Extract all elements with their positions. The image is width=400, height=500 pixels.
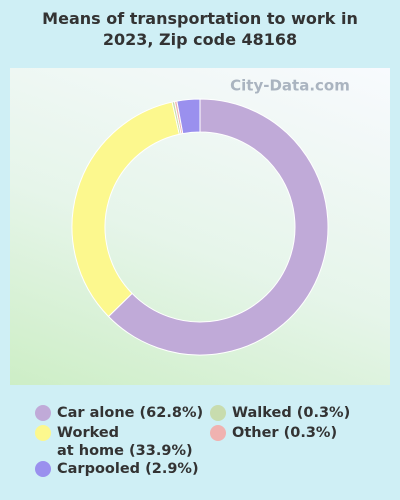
legend-label: Walked (0.3%) <box>232 405 351 421</box>
chart-title: Means of transportation to work in 2023,… <box>42 9 358 49</box>
legend-label: Worked at home (33.9%) <box>57 425 193 459</box>
legend-swatch <box>210 425 226 441</box>
donut-slice <box>71 101 180 318</box>
legend-label: Car alone (62.8%) <box>57 405 204 421</box>
legend-swatch <box>35 461 51 477</box>
legend-entry: Walked (0.3%) <box>210 404 350 422</box>
legend-entry: Carpooled (2.9%) <box>35 460 199 478</box>
donut-slice <box>176 98 201 135</box>
legend-label: Other (0.3%) <box>232 425 338 441</box>
legend-swatch <box>210 405 226 421</box>
legend-label: Carpooled (2.9%) <box>57 461 199 477</box>
watermark: City-Data.com <box>230 77 350 95</box>
legend-entry: Worked at home (33.9%) <box>35 424 193 460</box>
legend-entry: Other (0.3%) <box>210 424 337 442</box>
legend-swatch <box>35 425 51 441</box>
donut-slice <box>107 98 329 356</box>
legend-entry: Car alone (62.8%) <box>35 404 203 422</box>
legend-swatch <box>35 405 51 421</box>
